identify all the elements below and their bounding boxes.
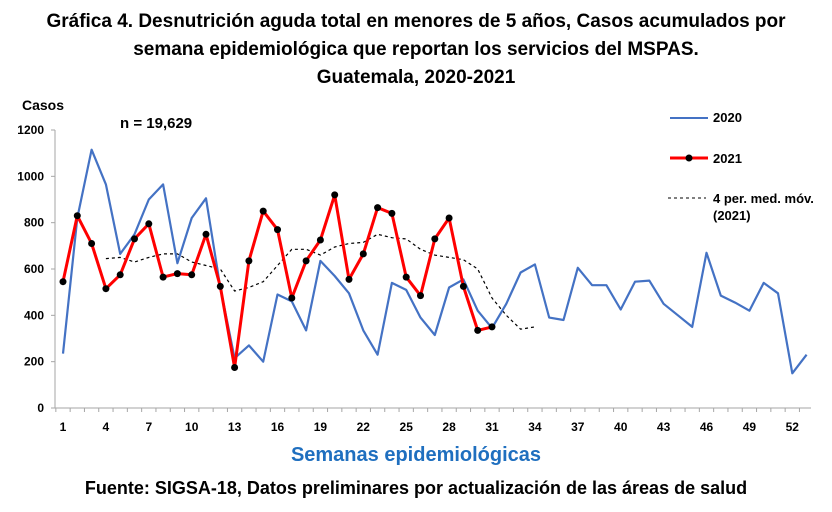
chart-title-line-2: semana epidemiológica que reportan los s… (133, 39, 699, 60)
x-tick-label: 4 (103, 420, 110, 434)
legend-label-2021: 2021 (713, 151, 742, 166)
data-point-2021 (159, 273, 167, 281)
data-point-2021 (202, 230, 210, 238)
x-tick-label: 40 (614, 420, 628, 434)
legend-label-2020: 2020 (713, 110, 742, 125)
x-tick-label: 37 (571, 420, 585, 434)
x-tick-label: 16 (271, 420, 285, 434)
y-tick-label: 0 (37, 401, 44, 415)
x-tick-label: 22 (357, 420, 371, 434)
legend-label-moving-average-line2: (2021) (713, 208, 751, 223)
chart-title-line-3: Guatemala, 2020-2021 (316, 67, 516, 88)
source-note: Fuente: SIGSA-18, Datos preliminares por… (84, 478, 748, 498)
series-line-2020 (61, 148, 808, 375)
data-point-2021 (345, 275, 353, 283)
x-tick-label: 46 (700, 420, 714, 434)
chart-title-line-1: Gráfica 4. Desnutrición aguda total en m… (46, 11, 786, 32)
y-tick-label: 1200 (17, 123, 44, 137)
data-point-2021 (316, 236, 324, 244)
y-tick-label: 600 (24, 262, 44, 276)
x-tick-label: 43 (657, 420, 671, 434)
data-point-2021 (374, 204, 382, 212)
sample-size-annotation: n = 19,629 (120, 115, 192, 132)
x-tick-label: 31 (485, 420, 499, 434)
y-tick-label: 800 (24, 216, 44, 230)
x-tick-label: 19 (314, 420, 328, 434)
x-tick-label: 13 (228, 420, 242, 434)
legend-label-moving-average: 4 per. med. móv. (713, 191, 814, 206)
data-point-2021 (88, 240, 96, 247)
data-point-2021 (188, 271, 196, 279)
data-point-2021 (331, 191, 339, 199)
x-axis-label: Semanas epidemiológicas (290, 444, 542, 466)
data-point-2021 (445, 214, 453, 222)
data-point-2021 (474, 326, 482, 334)
legend: 2020 2021 4 per. med. móv. (2021) (668, 110, 814, 223)
data-point-2021 (359, 250, 367, 258)
data-point-2021 (259, 207, 267, 215)
data-point-2021 (59, 278, 67, 286)
y-tick-label: 400 (24, 308, 44, 322)
y-axis-label: Casos (22, 97, 64, 113)
data-point-2021 (173, 270, 181, 278)
data-point-2021 (274, 226, 281, 234)
data-point-2021 (459, 282, 467, 290)
x-tick-label: 52 (786, 420, 800, 434)
y-tick-label: 200 (24, 355, 44, 369)
x-tick-label: 10 (185, 420, 199, 434)
data-point-2021 (388, 209, 396, 217)
data-point-2021 (73, 212, 81, 220)
data-point-2021 (245, 257, 253, 265)
x-tick-label: 1 (60, 420, 67, 434)
x-tick-label: 25 (400, 420, 414, 434)
data-point-2021 (231, 364, 239, 371)
data-point-2021 (116, 271, 124, 279)
series-line-moving-average (105, 233, 535, 330)
x-tick-label: 49 (743, 420, 757, 434)
series-line-2021 (61, 193, 493, 369)
series-layer (59, 148, 808, 375)
data-point-2021 (145, 220, 153, 228)
axes: 0 200 400 600 800 1000 1200 1 4 7 10 13 16 19 22 25 28 31… (17, 123, 811, 434)
data-point-2021 (431, 235, 439, 243)
legend-marker-2021 (685, 154, 693, 162)
data-point-2021 (102, 285, 110, 293)
data-point-2021 (216, 282, 224, 290)
data-point-2021 (402, 273, 410, 281)
data-point-2021 (488, 323, 496, 331)
data-point-2021 (417, 292, 424, 300)
y-tick-label: 1000 (17, 169, 44, 183)
data-point-2021 (288, 294, 296, 302)
data-point-2021 (131, 235, 138, 243)
x-tick-label: 28 (442, 420, 456, 434)
x-tick-label: 34 (528, 420, 542, 434)
data-point-2021 (302, 257, 310, 265)
x-tick-label: 7 (145, 420, 152, 434)
